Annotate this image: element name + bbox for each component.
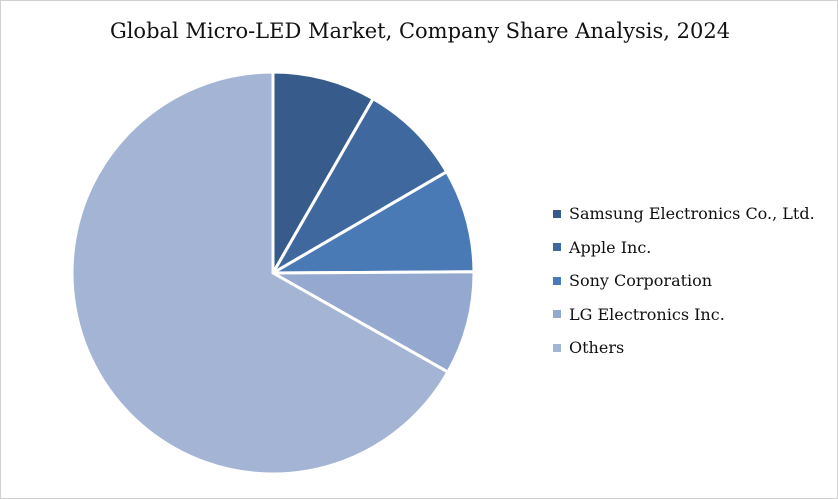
legend-item: Apple Inc. (553, 231, 815, 265)
legend-swatch (553, 310, 561, 319)
chart-title: Global Micro-LED Market, Company Share A… (109, 19, 731, 43)
legend-swatch (553, 243, 561, 252)
legend-label: Apple Inc. (569, 237, 652, 257)
legend-swatch (553, 276, 561, 285)
legend-label: Sony Corporation (569, 271, 713, 291)
legend-swatch (553, 209, 561, 218)
legend-item: Sony Corporation (553, 264, 815, 298)
legend-label: LG Electronics Inc. (569, 304, 725, 324)
legend-item: LG Electronics Inc. (553, 298, 815, 332)
pie-slice-sony-corporation (267, 169, 476, 275)
pie-slice-others (70, 70, 450, 476)
pie-slice-lg-electronics-inc (267, 270, 476, 375)
pie-slice-apple-inc (268, 96, 449, 278)
legend-swatch (553, 343, 561, 352)
legend: Samsung Electronics Co., Ltd. Apple Inc. S… (553, 197, 815, 365)
legend-item: Others (553, 331, 815, 365)
legend-label: Others (569, 338, 625, 358)
legend-label: Samsung Electronics Co., Ltd. (569, 204, 815, 224)
pie-slice-samsung-electronics-co-ltd (271, 70, 376, 279)
legend-item: Samsung Electronics Co., Ltd. (553, 197, 815, 231)
